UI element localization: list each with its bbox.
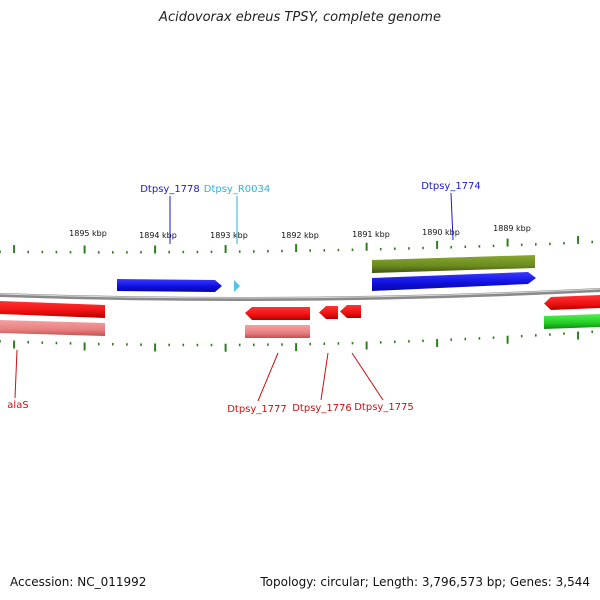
scale-tick-label: 1892 kbp (281, 231, 319, 240)
genome-title: Acidovorax ebreus TPSY, complete genome (159, 10, 441, 25)
gene-label-dtpsy-1774[interactable]: Dtpsy_1774 (421, 181, 481, 192)
scale-tick-label: 1889 kbp (493, 224, 531, 233)
gene-label-dtpsy-r0034[interactable]: Dtpsy_R0034 (204, 184, 271, 195)
gene-feature-dtpsy-1774[interactable] (372, 272, 536, 291)
gene-feature-olive[interactable] (372, 255, 535, 273)
scale-tick-label: 1895 kbp (69, 229, 107, 238)
scale-tick-label: 1894 kbp (139, 231, 177, 240)
callout-line (450, 192, 454, 241)
callout-line (351, 352, 384, 401)
gene-feature-dtpsy-1776[interactable] (319, 306, 338, 319)
gene-feature-alas-shadow[interactable] (0, 320, 105, 336)
top-scale-ticks (0, 235, 594, 254)
gene-label-dtpsy-1777[interactable]: Dtpsy_1777 (227, 404, 287, 415)
gene-feature-alas[interactable] (0, 301, 105, 318)
accession-text: Accession: NC_011992 (10, 575, 147, 589)
gene-feature-right-red[interactable] (544, 295, 600, 310)
topology-text: Topology: circular; Length: 3,796,573 bp… (260, 575, 590, 589)
gene-feature-dtpsy-1778[interactable] (117, 279, 222, 292)
gene-label-dtpsy-1775[interactable]: Dtpsy_1775 (354, 402, 414, 413)
scale-tick-label: 1893 kbp (210, 231, 248, 240)
gene-label-dtpsy-1778[interactable]: Dtpsy_1778 (140, 184, 200, 195)
gene-label-alas[interactable]: alaS (7, 400, 28, 411)
gene-label-dtpsy-1776[interactable]: Dtpsy_1776 (292, 403, 352, 414)
gene-feature-dtpsy-1777[interactable] (245, 307, 310, 320)
callout-line (14, 349, 18, 399)
bottom-scale-ticks (0, 330, 594, 352)
scale-tick-label: 1891 kbp (352, 230, 390, 239)
genome-backbone-highlight (0, 288, 600, 299)
callout-line (257, 352, 279, 402)
gene-feature-dtpsy-r0034[interactable] (234, 280, 240, 292)
scale-tick-label: 1890 kbp (422, 228, 460, 237)
gene-feature-right-green[interactable] (544, 314, 600, 329)
gene-feature-dtpsy-1777-shadow[interactable] (245, 325, 310, 338)
genome-backbone (0, 288, 600, 301)
gene-feature-dtpsy-1775[interactable] (340, 305, 361, 318)
callout-line (320, 352, 329, 401)
